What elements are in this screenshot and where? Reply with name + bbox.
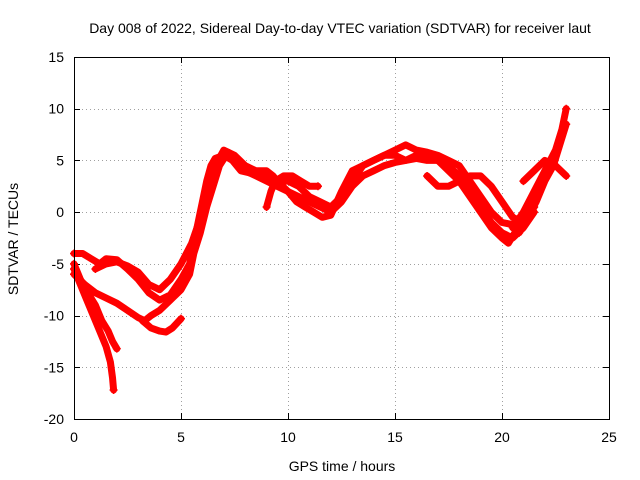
y-tick-label: 10 [48, 101, 64, 117]
plus-marker [562, 171, 571, 180]
series-arc-8 [423, 172, 527, 226]
plus-marker [177, 314, 185, 323]
series-arc-11 [519, 156, 570, 185]
gridlines [74, 57, 609, 419]
series-arc-7 [263, 172, 322, 211]
plus-marker [138, 316, 147, 325]
plus-marker [508, 223, 517, 232]
x-tick-label: 25 [601, 429, 617, 445]
x-tick-label: 15 [387, 429, 403, 445]
data-series [70, 104, 571, 395]
series-arc-6 [139, 315, 185, 336]
series-arc-5 [91, 146, 538, 294]
x-tick-label: 0 [70, 429, 78, 445]
y-tick-labels: -20 -15 -10 -5 0 5 10 15 [44, 49, 64, 427]
axis-ticks [74, 57, 610, 420]
plus-marker [91, 265, 100, 274]
plus-marker [112, 344, 121, 353]
plus-marker [109, 386, 118, 395]
plus-marker [562, 104, 571, 113]
x-tick-label: 5 [177, 429, 185, 445]
chart-title: Day 008 of 2022, Sidereal Day-to-day VTE… [89, 20, 591, 36]
y-tick-label: -10 [44, 308, 64, 324]
y-tick-label: 15 [48, 49, 64, 65]
y-tick-label: -20 [44, 411, 64, 427]
x-tick-labels: 0 5 10 15 20 25 [70, 429, 617, 445]
plus-marker [423, 171, 432, 180]
x-tick-label: 10 [280, 429, 296, 445]
plus-marker [562, 120, 571, 129]
plus-marker [313, 182, 322, 191]
y-tick-label: -5 [52, 256, 65, 272]
y-axis-label: SDTVAR / TECUs [5, 183, 21, 295]
x-tick-label: 20 [494, 429, 510, 445]
plot-frame [74, 57, 610, 420]
series-arc-10 [515, 120, 570, 237]
y-tick-label: -15 [44, 359, 64, 375]
plus-marker [519, 177, 528, 186]
y-tick-label: 5 [56, 152, 64, 168]
x-axis-label: GPS time / hours [289, 458, 396, 474]
plus-marker [262, 202, 271, 211]
plus-marker [515, 228, 524, 237]
y-tick-label: 0 [56, 204, 64, 220]
